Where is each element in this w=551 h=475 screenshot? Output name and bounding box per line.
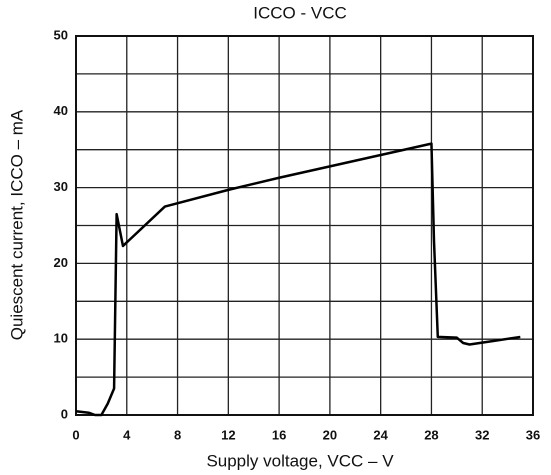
- x-tick-label: 0: [72, 427, 79, 442]
- x-tick-label: 20: [323, 427, 337, 442]
- x-tick-label: 36: [526, 427, 540, 442]
- data-line: [75, 142, 521, 417]
- x-tick-label: 16: [272, 427, 286, 442]
- plot-frame: [75, 35, 534, 416]
- x-tick-label: 32: [475, 427, 489, 442]
- y-tick-label: 0: [61, 406, 68, 421]
- y-tick-label: 40: [54, 103, 68, 118]
- y-tick-label: 20: [54, 255, 68, 270]
- x-tick-label: 8: [174, 427, 181, 442]
- x-tick-label: 4: [123, 427, 131, 442]
- x-tick-label: 28: [424, 427, 438, 442]
- x-axis-label: Supply voltage, VCC – V: [206, 451, 394, 470]
- y-tick-label: 30: [54, 179, 68, 194]
- y-tick-label: 10: [54, 331, 68, 346]
- y-tick-label: 50: [54, 27, 68, 42]
- x-tick-label: 12: [221, 427, 235, 442]
- chart-title: ICCO - VCC: [253, 3, 347, 22]
- y-axis-label: Quiescent current, ICCO – mA: [7, 109, 26, 340]
- x-tick-label: 24: [373, 427, 388, 442]
